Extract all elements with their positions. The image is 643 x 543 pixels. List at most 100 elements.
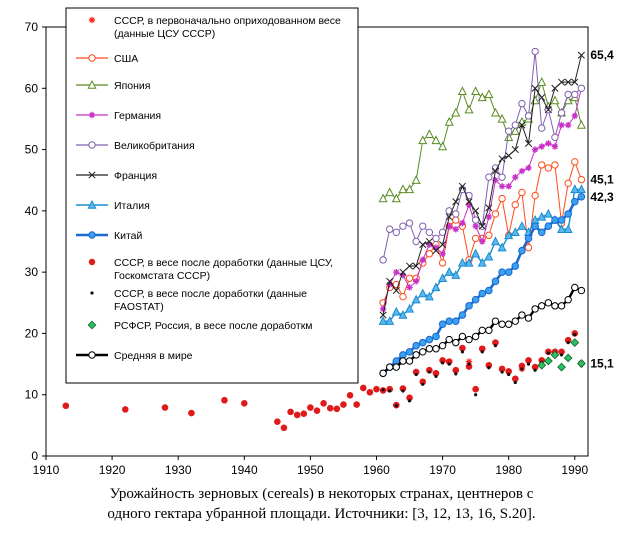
series-4-point [399,222,407,230]
series-8-point [320,399,327,407]
series-9-point [480,350,484,354]
series-6-point [438,273,448,282]
series-9-point [414,372,418,377]
series-3-point [393,268,400,276]
series-3-point [465,201,473,208]
legend-marker [87,320,97,330]
series-1-point [544,164,553,172]
series-8-point [340,401,347,408]
series-8-point [122,406,129,413]
series-5-point [564,78,572,86]
series-9-point [434,374,438,378]
series-7-point [544,222,553,230]
series-7-point [531,222,539,230]
series-8-point [419,378,427,386]
series-11-point [524,314,533,322]
series-5-point [465,198,473,206]
series-8-point [287,408,294,416]
series-5-point [432,247,440,255]
series-11 [379,283,586,377]
legend: СССР, в первоначально оприходованном вес… [65,7,359,384]
series-2-point [490,107,500,117]
series-4-point [504,127,513,135]
series-11-point [392,363,401,371]
series-5-point [419,241,427,249]
series-3-point [479,238,486,245]
series-11-point [511,317,519,325]
x-tick-label: 1960 [363,463,390,477]
series-9-point [447,362,451,366]
series-11-point [399,357,407,365]
series-8-point [558,348,565,356]
series-4-point [485,173,493,181]
caption-line-1: Урожайность зерновых (cereals) в некотор… [109,486,534,502]
series-8-point [525,357,532,364]
legend-item-10: РСФСР, Россия, в весе после доработкм [87,320,313,332]
series-9-point [394,404,398,408]
series-7-point [418,338,427,347]
series-9-point [474,393,478,397]
legend-marker [88,171,96,179]
series-10-point [563,353,573,363]
series-2-point [510,126,520,135]
series-8-point [538,357,546,364]
legend-item-4: Великобритания [76,140,195,152]
series-2 [378,77,586,203]
x-tick-label: 1940 [231,463,258,477]
series-2-point [378,193,388,203]
series-3-point [498,183,506,190]
legend-label: США [114,53,138,65]
series-6-point [418,288,428,298]
series-7-point [551,216,559,224]
series-2-point [537,77,547,86]
series-8-point [274,418,281,425]
series-11-point [538,302,546,310]
y-tick-label: 30 [25,265,39,279]
series-8-point [564,336,572,344]
series-6-point [405,303,415,313]
series-3-point [512,173,519,181]
x-tick-label: 1950 [297,463,324,477]
legend-label: Средняя в мире [114,350,193,362]
series-3-point [518,167,526,175]
series-7-point [478,289,487,298]
series-4-point [551,133,559,142]
legend-item-0: СССР, в первоначально оприходованном вес… [88,15,341,40]
series-4-point [392,228,401,237]
series-11-point [412,351,420,359]
series-4-point [452,210,460,218]
series-7-point [577,192,586,201]
y-tick-label: 60 [25,81,39,95]
series-8-point [326,404,334,412]
series-4-point [386,225,394,233]
series-7-point [452,317,460,325]
legend-item-3: Германия [76,110,161,122]
series-1-point [571,158,579,166]
series-8-point [531,363,539,371]
series-3-point [426,241,433,248]
series-9-point [427,370,431,374]
series-11-point [544,299,553,307]
series-2-point [497,113,507,123]
series-2-point [477,92,487,102]
series-5-point [577,51,585,59]
legend-item-1: США [76,53,138,65]
series-5-point [392,286,400,295]
series-11-point [445,335,453,344]
series-3-point [505,183,512,190]
cereal-yield-chart: 0 10 20 30 40 50 60 70 1910 1920 1930 1940 1950 1960 1… [25,7,614,477]
series-7 [379,192,586,378]
series-5-point [379,311,387,319]
series-1-point [471,234,480,243]
series-9-point [421,382,425,386]
series-2-point [424,129,434,138]
series-8-point [188,409,195,417]
x-tick-label: 1910 [33,463,60,477]
series-11-point [471,332,480,341]
series-5-point [399,268,407,276]
series-2-point [405,184,415,194]
series-4-point [511,121,519,129]
series-5-point [524,139,533,147]
series-9-point [526,362,531,366]
series-7-point [518,246,526,255]
